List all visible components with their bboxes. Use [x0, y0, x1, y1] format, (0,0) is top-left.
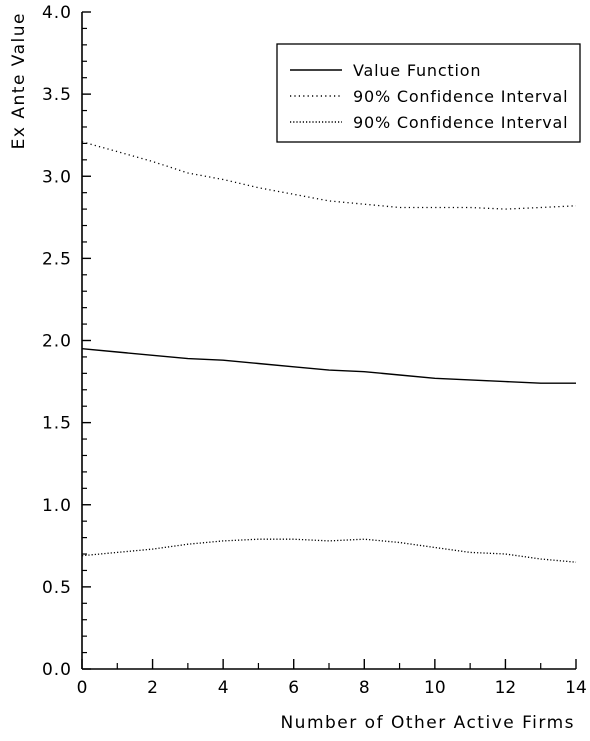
series-line-0: [81, 348, 576, 384]
x-tick-label: 4: [218, 678, 229, 698]
x-axis-label: Number of Other Active Firms: [280, 713, 575, 733]
y-tick-label: 4.0: [42, 3, 72, 23]
y-tick-label: 2.0: [42, 332, 72, 352]
series-layer: [81, 141, 577, 563]
x-tick-label: 10: [424, 678, 446, 698]
y-tick-label: 2.5: [42, 249, 72, 269]
y-tick-label: 1.5: [42, 414, 72, 434]
y-axis-label: Ex Ante Value: [9, 12, 29, 149]
series-line-1: [81, 141, 577, 210]
x-tick-label: 8: [359, 678, 370, 698]
y-tick-label: 3.0: [42, 167, 72, 187]
x-tick-label: 12: [495, 678, 517, 698]
x-tick-label: 0: [77, 678, 88, 698]
y-tick-label: 3.5: [42, 85, 72, 105]
legend-label-0: Value Function: [353, 61, 481, 80]
legend-label-2: 90% Confidence Interval: [353, 113, 568, 132]
x-tick-label: 14: [565, 678, 587, 698]
series-line-2: [81, 538, 577, 563]
y-tick-label: 0.5: [42, 578, 72, 598]
x-tick-label: 2: [147, 678, 158, 698]
legend-box: [276, 43, 581, 143]
x-tick-label: 6: [288, 678, 299, 698]
y-tick-label: 0.0: [42, 660, 72, 680]
y-tick-label: 1.0: [42, 496, 72, 516]
legend: Value Function 90% Confidence Interval 90%…: [276, 43, 581, 143]
ticks: 0.0 0.5 1.0 1.5 2.0 2.5 3.0 3.5 4.0 0 2 4 6 8 10 12 14: [42, 3, 587, 698]
legend-label-1: 90% Confidence Interval: [353, 87, 568, 106]
